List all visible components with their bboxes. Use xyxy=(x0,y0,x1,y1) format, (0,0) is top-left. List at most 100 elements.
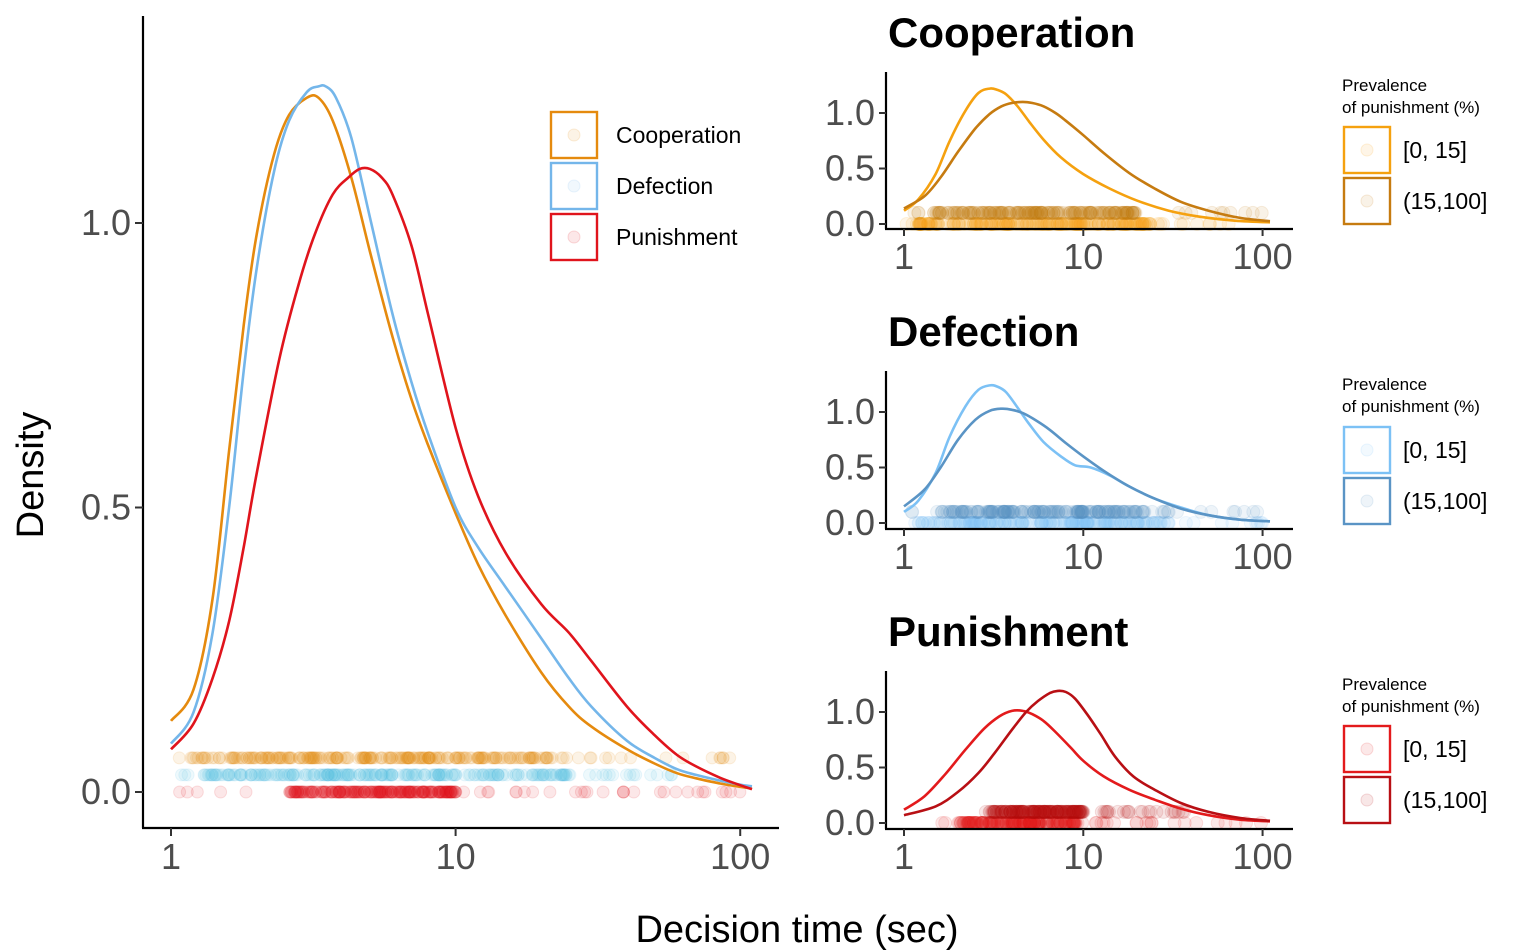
rug-point xyxy=(1050,217,1065,231)
rug-point xyxy=(412,751,426,765)
rug-point xyxy=(1115,504,1130,519)
rug-point xyxy=(1091,217,1106,231)
rug-point xyxy=(1094,205,1109,220)
rug-point xyxy=(1027,504,1042,519)
rug-point xyxy=(1027,804,1042,819)
rug-point xyxy=(503,751,517,765)
rug-point xyxy=(222,768,236,782)
rug-point xyxy=(245,768,259,782)
rug-point xyxy=(506,751,520,765)
rug-point xyxy=(1031,804,1046,819)
rug-point xyxy=(1029,504,1044,519)
rug-point xyxy=(1117,217,1132,231)
rug-point xyxy=(916,217,931,231)
rug-point xyxy=(524,751,538,765)
rug-point xyxy=(234,768,247,782)
rug-point xyxy=(1068,217,1083,231)
rug-point xyxy=(386,785,400,799)
rug-point xyxy=(992,205,1007,220)
rug-point xyxy=(554,768,568,782)
rug-point xyxy=(525,768,539,782)
rug-point xyxy=(224,768,238,782)
rug-point xyxy=(1083,205,1098,220)
rug-point xyxy=(1076,804,1091,819)
legend-label: [0, 15] xyxy=(1403,736,1467,762)
rug-point xyxy=(1102,205,1117,220)
rug-point xyxy=(1065,804,1080,819)
rug-point xyxy=(1033,804,1048,819)
rug-point xyxy=(569,785,582,799)
rug-point xyxy=(946,504,961,519)
rug-point xyxy=(291,785,305,799)
rug-point xyxy=(948,504,962,519)
y-tick-label: 1.0 xyxy=(825,391,875,432)
rug-point xyxy=(1106,504,1121,519)
rug-point xyxy=(1095,504,1110,519)
rug-point xyxy=(511,768,525,782)
rug-point xyxy=(415,785,429,799)
rug-point xyxy=(432,751,446,765)
rug-point xyxy=(449,768,463,782)
rug-point xyxy=(1043,804,1057,819)
rug-point xyxy=(981,205,996,220)
rug-point xyxy=(401,785,415,799)
rug-point xyxy=(1006,504,1021,519)
rug-point xyxy=(996,504,1011,519)
rug-point xyxy=(302,751,316,765)
rug-point xyxy=(1024,205,1039,220)
rug-point xyxy=(306,785,320,799)
rug-point xyxy=(304,785,318,799)
cooperation-rug xyxy=(172,751,737,765)
rug-point xyxy=(1075,804,1090,819)
rug-point xyxy=(1120,804,1134,819)
rug-point xyxy=(963,504,978,519)
rug-point xyxy=(297,751,311,765)
rug-point xyxy=(974,217,989,231)
rug-point xyxy=(1071,804,1086,819)
rug-point xyxy=(912,217,927,231)
rug-point xyxy=(1050,804,1065,819)
rug-point xyxy=(1056,804,1071,819)
rug-point xyxy=(1008,804,1022,819)
rug-point xyxy=(1056,205,1071,220)
rug-point xyxy=(983,217,998,231)
rug-point xyxy=(383,751,397,765)
rug-point xyxy=(288,785,302,799)
rug-point xyxy=(347,785,361,799)
rug-point xyxy=(536,751,550,765)
legend-title: of punishment (%) xyxy=(1342,98,1480,117)
legend-key-point xyxy=(567,230,581,244)
rug-point xyxy=(998,804,1013,819)
rug-point xyxy=(627,768,641,782)
rug-point xyxy=(580,785,594,799)
rug-point xyxy=(1033,804,1047,819)
rug-point xyxy=(1119,217,1134,231)
rug-point xyxy=(1108,205,1123,220)
rug-point xyxy=(480,768,493,782)
rug-point xyxy=(1012,804,1027,819)
rug-point xyxy=(343,768,357,782)
rug-point xyxy=(198,768,212,782)
rug-point xyxy=(485,768,499,782)
rug-point xyxy=(983,205,998,220)
rug-point xyxy=(1045,804,1059,819)
rug-point xyxy=(1005,504,1019,519)
rug-point xyxy=(375,785,388,799)
rug-point xyxy=(400,768,414,782)
rug-point xyxy=(975,205,990,220)
rug-point xyxy=(416,785,430,799)
rug-point xyxy=(365,768,379,782)
rug-point xyxy=(1032,804,1047,819)
rug-point xyxy=(332,785,346,799)
rug-point xyxy=(911,217,926,231)
rug-point xyxy=(1032,205,1047,220)
legend-label: Cooperation xyxy=(616,122,741,148)
rug-point xyxy=(428,785,442,799)
rug-point xyxy=(1006,804,1020,819)
rug-point xyxy=(397,751,411,765)
rug-point xyxy=(1006,804,1021,819)
rug-point xyxy=(309,785,323,799)
rug-point xyxy=(996,217,1011,231)
rug-point xyxy=(1128,217,1143,231)
